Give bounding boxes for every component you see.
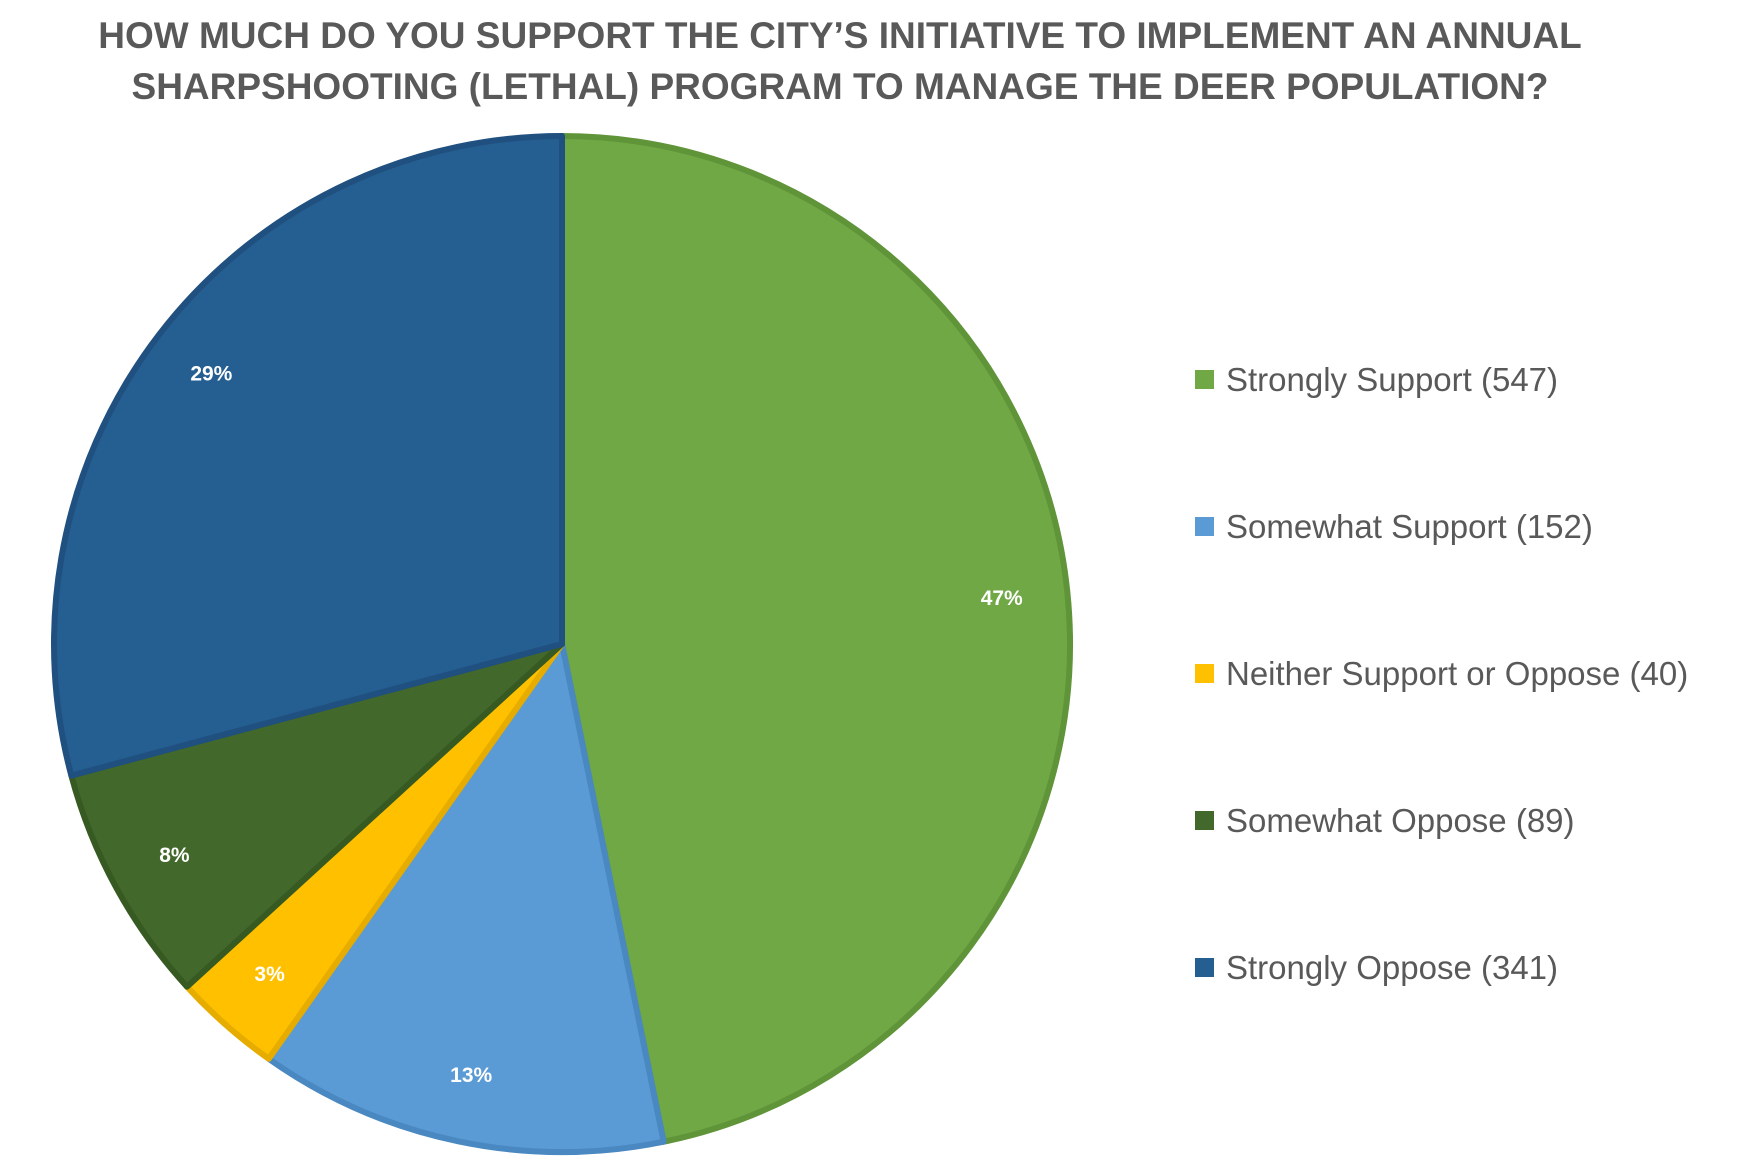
- legend-swatch-somewhat-oppose: [1195, 811, 1214, 830]
- legend-label-neither: Neither Support or Oppose (40): [1226, 654, 1689, 692]
- data-label-neither: 3%: [254, 963, 285, 986]
- legend-label-somewhat-support: Somewhat Support (152): [1226, 507, 1593, 545]
- pie-slice-strongly-support: [559, 133, 1073, 1145]
- legend-item-somewhat-oppose: Somewhat Oppose (89): [1195, 747, 1688, 894]
- chart-title-line-2: SHARPSHOOTING (LETHAL) PROGRAM TO MANAGE…: [131, 66, 1549, 107]
- data-label-strongly-support: 47%: [981, 587, 1023, 610]
- legend-item-strongly-oppose: Strongly Oppose (341): [1195, 894, 1688, 1041]
- pie-slice-somewhat-oppose: [68, 641, 565, 990]
- data-label-strongly-oppose: 29%: [190, 363, 232, 386]
- legend-swatch-strongly-oppose: [1195, 958, 1214, 977]
- legend-item-somewhat-support: Somewhat Support (152): [1195, 453, 1688, 600]
- data-label-somewhat-oppose: 8%: [159, 844, 190, 867]
- legend-label-somewhat-oppose: Somewhat Oppose (89): [1226, 801, 1575, 839]
- legend-label-strongly-support: Strongly Support (547): [1226, 360, 1559, 398]
- legend: Strongly Support (547) Somewhat Support …: [1195, 306, 1688, 1041]
- legend-item-neither: Neither Support or Oppose (40): [1195, 600, 1688, 747]
- legend-swatch-neither: [1195, 664, 1214, 683]
- chart-title-line-1: HOW MUCH DO YOU SUPPORT THE CITY’S INITI…: [98, 15, 1582, 56]
- legend-label-strongly-oppose: Strongly Oppose (341): [1226, 948, 1559, 986]
- legend-item-strongly-support: Strongly Support (547): [1195, 306, 1688, 453]
- pie-slice-somewhat-support: [265, 641, 667, 1155]
- pie-slice-strongly-oppose: [51, 133, 565, 779]
- legend-swatch-strongly-support: [1195, 370, 1214, 389]
- legend-swatch-somewhat-support: [1195, 517, 1214, 536]
- chart-title: HOW MUCH DO YOU SUPPORT THE CITY’S INITI…: [40, 10, 1640, 112]
- data-label-somewhat-support: 13%: [450, 1064, 492, 1087]
